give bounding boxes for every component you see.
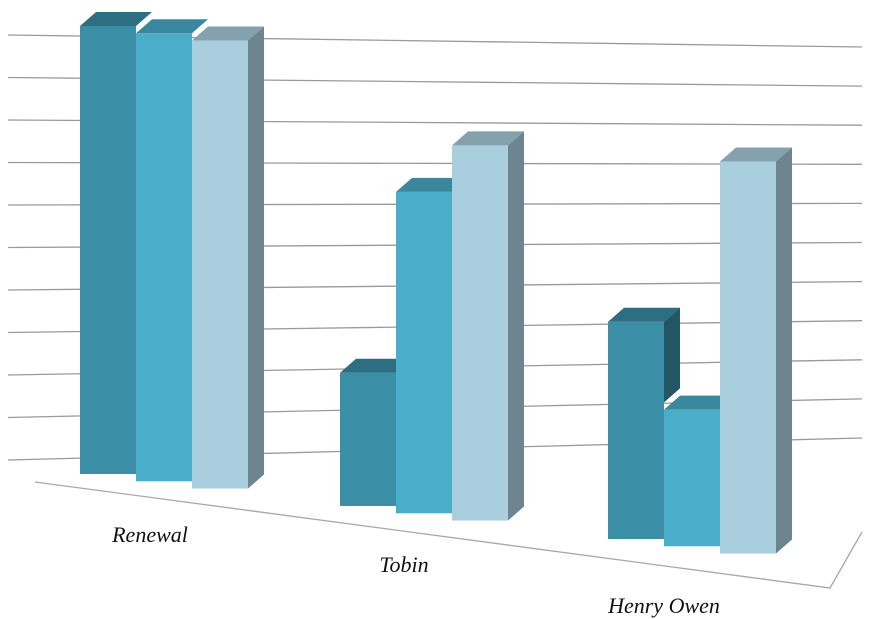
bar bbox=[396, 191, 452, 514]
category-label: Tobin bbox=[379, 552, 428, 577]
bar bbox=[452, 145, 508, 521]
bar-top bbox=[452, 131, 524, 146]
category-labels: Renewal Tobin Henry Owen bbox=[111, 522, 720, 618]
bar-top bbox=[192, 26, 264, 41]
bar-side bbox=[508, 131, 524, 521]
bar bbox=[720, 161, 776, 554]
bar-side bbox=[664, 307, 680, 403]
bar-top bbox=[720, 147, 792, 162]
bar-top bbox=[608, 307, 680, 322]
bar bbox=[608, 321, 664, 539]
chart-floor bbox=[34, 481, 863, 589]
bar-top bbox=[80, 12, 152, 26]
bar bbox=[80, 26, 136, 474]
bar bbox=[136, 33, 192, 482]
bar-top bbox=[396, 177, 468, 192]
bar-side bbox=[776, 147, 792, 554]
bar-top bbox=[136, 19, 208, 34]
bar bbox=[192, 40, 248, 489]
category-label: Renewal bbox=[111, 522, 188, 547]
bar-side bbox=[248, 26, 264, 489]
floor-edge bbox=[34, 481, 863, 589]
bars bbox=[80, 12, 792, 554]
bar-top bbox=[340, 358, 412, 373]
category-label: Henry Owen bbox=[607, 593, 720, 618]
bar-top bbox=[664, 395, 736, 410]
bar bbox=[340, 372, 396, 506]
bar bbox=[664, 409, 720, 547]
